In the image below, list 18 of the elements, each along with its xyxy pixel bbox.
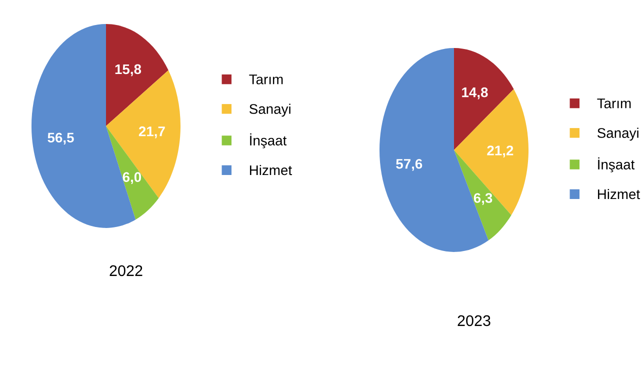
data-label: 21,2: [487, 146, 514, 158]
legend-label: İnşaat: [250, 133, 287, 148]
legend-label: Hizmet: [250, 164, 292, 176]
data-label: 21,7: [138, 126, 165, 138]
legend-label: Sanayi: [249, 104, 290, 117]
legend-label: Tarım: [249, 74, 283, 84]
legend-label: Sanayi: [597, 128, 638, 141]
data-label: 6,0: [122, 172, 142, 184]
data-label: 14,8: [462, 87, 488, 100]
legend-label: Hizmet: [598, 188, 640, 200]
text: 2022: [110, 265, 142, 276]
data-label: 57,6: [396, 158, 422, 171]
data-label: 6,3: [474, 193, 492, 205]
data-label: 56,5: [48, 132, 74, 145]
text: 2023: [458, 315, 490, 326]
data-label: 15,8: [115, 64, 142, 76]
legend-label: Tarım: [597, 98, 631, 108]
legend-label: İnşaat: [598, 157, 635, 172]
